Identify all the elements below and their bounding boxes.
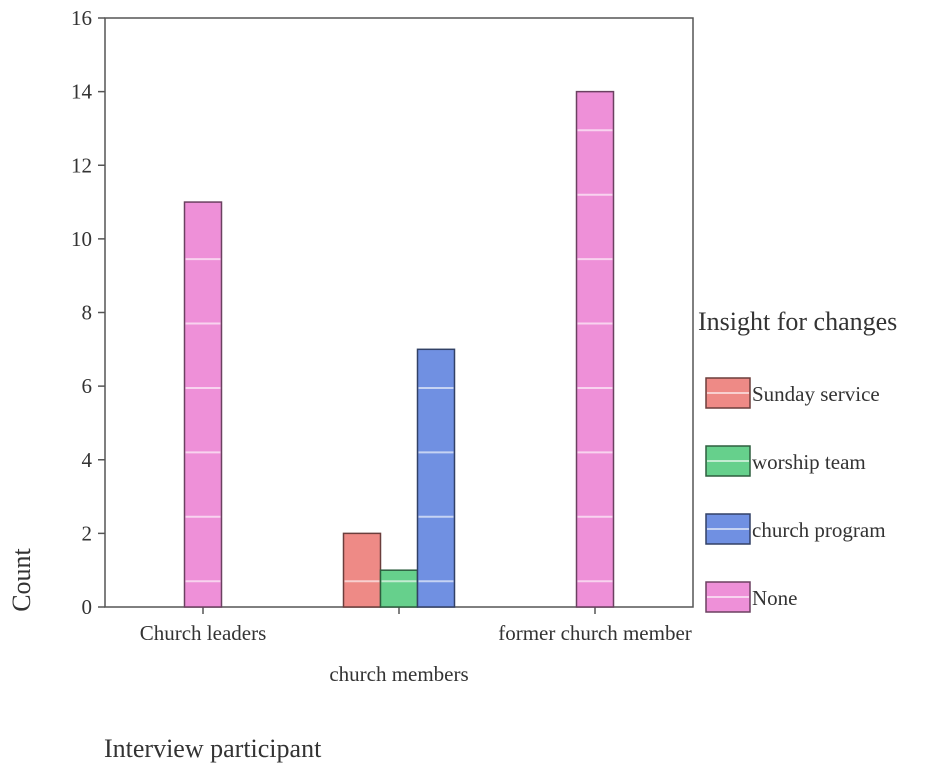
x-axis-label: Interview participant [104,734,322,763]
y-tick-label: 2 [82,521,93,545]
y-axis-label: Count [7,547,36,611]
bar-worship-team [379,569,419,608]
y-tick-label: 10 [71,227,92,251]
bars-group [183,90,615,608]
y-tick-label: 14 [71,80,93,104]
y-tick-label: 0 [82,595,93,619]
x-tick-label: Church leaders [140,621,267,645]
legend-label: church program [752,518,886,542]
bar-sunday-service [342,532,382,608]
y-tick-label: 12 [71,153,92,177]
y-axis: 0 2 4 6 8 10 12 14 16 [71,6,105,619]
x-tick-label: former church member [498,621,692,645]
x-axis: Church leaders church members former churc… [140,607,692,686]
x-tick-label: church members [329,662,468,686]
legend-title: Insight for changes [698,307,897,336]
bar-none [575,90,615,608]
legend-label: worship team [752,450,866,474]
legend-label: None [752,586,798,610]
bar-none [183,201,223,608]
y-tick-label: 6 [82,374,93,398]
y-tick-label: 4 [82,448,93,472]
y-tick-label: 16 [71,6,92,30]
bar-church-program [416,348,456,608]
legend-label: Sunday service [752,382,880,406]
y-tick-label: 8 [82,301,93,325]
legend: Insight for changes Sunday service worshi… [698,307,897,613]
